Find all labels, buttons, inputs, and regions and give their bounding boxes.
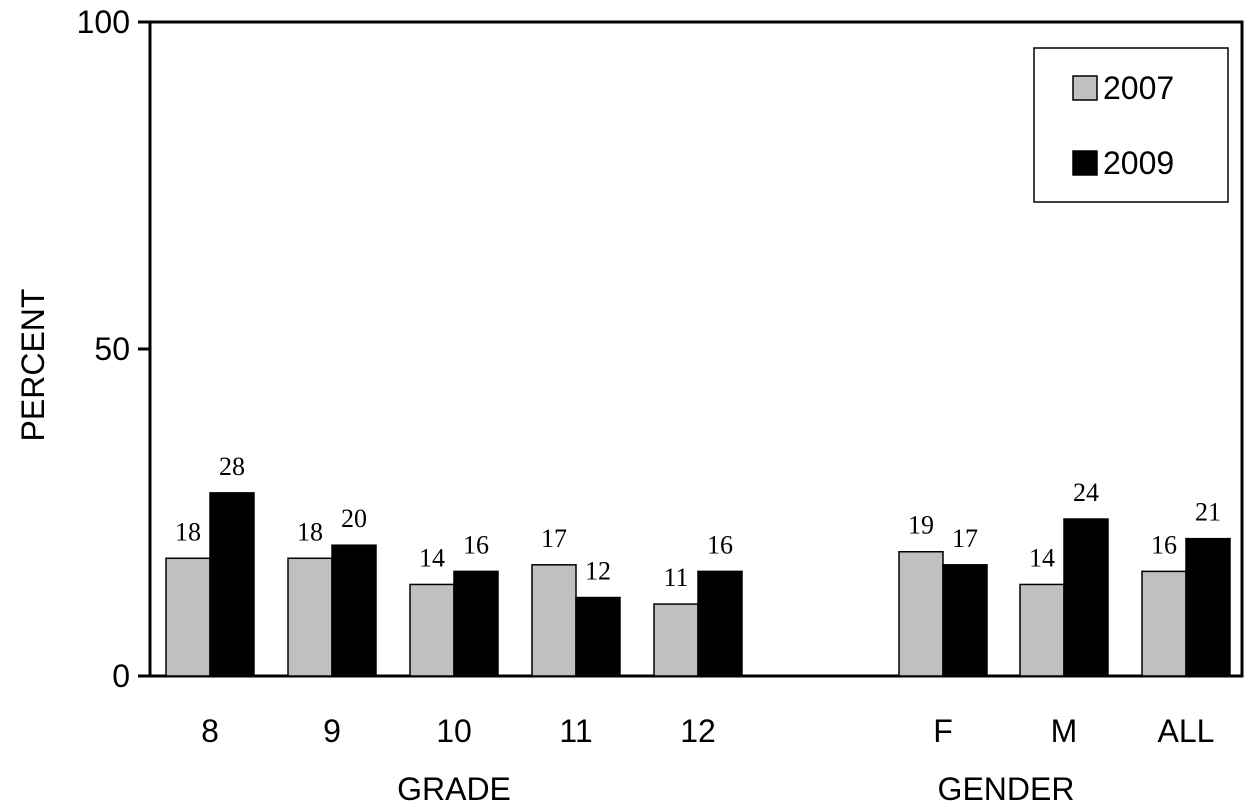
legend-label-2007: 2007 xyxy=(1103,70,1174,106)
bar-2007-10 xyxy=(409,583,455,677)
data-label-2007-M: 14 xyxy=(1029,543,1055,572)
bar-2009-ALL xyxy=(1185,537,1231,677)
bar-2007-12 xyxy=(653,603,699,677)
bars xyxy=(165,492,1231,677)
y-axis: 0 50 100 xyxy=(77,4,150,694)
legend-swatch-2009 xyxy=(1072,150,1098,176)
bar-2007-ALL xyxy=(1141,570,1187,677)
x-tick-label: 10 xyxy=(436,713,472,749)
group-label-gender: GENDER xyxy=(938,771,1075,807)
legend-label-2009: 2009 xyxy=(1103,145,1174,181)
bar-2009-10 xyxy=(453,570,499,677)
data-label-2007-8: 18 xyxy=(175,517,201,546)
bar-2007-11 xyxy=(531,564,577,677)
x-tick-label: ALL xyxy=(1158,713,1215,749)
bar-2009-11 xyxy=(575,596,621,677)
data-label-2007-ALL: 16 xyxy=(1151,530,1177,559)
data-label-2007-F: 19 xyxy=(908,511,934,540)
legend: 2007 2009 xyxy=(1033,47,1229,203)
data-label-2009-9: 20 xyxy=(341,504,367,533)
y-tick-label: 0 xyxy=(112,658,130,694)
y-tick-label: 100 xyxy=(77,4,130,40)
x-axis: 8 9 10 11 12 F M ALL GRADE GENDER xyxy=(201,713,1214,807)
x-tick-label: F xyxy=(933,713,953,749)
bar-2009-9 xyxy=(331,544,377,677)
x-tick-label: 12 xyxy=(680,713,716,749)
bar-2009-F xyxy=(942,564,988,677)
y-tick-label: 50 xyxy=(94,331,130,367)
data-label-2009-10: 16 xyxy=(463,530,489,559)
bar-2007-F xyxy=(898,550,944,677)
data-label-2009-8: 28 xyxy=(219,452,245,481)
legend-swatch-2007 xyxy=(1072,75,1098,101)
data-label-2007-9: 18 xyxy=(297,517,323,546)
bar-2007-9 xyxy=(287,557,333,677)
data-label-2007-12: 11 xyxy=(663,563,688,592)
x-tick-label: 11 xyxy=(559,713,592,749)
legend-box xyxy=(1033,47,1229,203)
x-tick-label: M xyxy=(1051,713,1078,749)
data-label-2009-ALL: 21 xyxy=(1195,498,1221,527)
data-label-2009-F: 17 xyxy=(952,524,978,553)
x-tick-label: 9 xyxy=(323,713,341,749)
bar-2007-M xyxy=(1019,583,1065,677)
group-label-grade: GRADE xyxy=(397,771,511,807)
data-label-2009-12: 16 xyxy=(707,530,733,559)
data-label-2007-11: 17 xyxy=(541,524,567,553)
bar-2009-12 xyxy=(697,570,743,677)
bar-2007-8 xyxy=(165,557,211,677)
bar-2009-8 xyxy=(209,492,255,677)
y-axis-label: PERCENT xyxy=(15,289,51,442)
data-label-2009-M: 24 xyxy=(1073,478,1099,507)
bar-2009-M xyxy=(1063,518,1109,677)
data-labels: 18 28 18 20 14 16 17 12 11 16 19 17 14 24 16 21 xyxy=(175,452,1221,592)
x-tick-label: 8 xyxy=(201,713,219,749)
data-label-2009-11: 12 xyxy=(585,557,611,586)
data-label-2007-10: 14 xyxy=(419,543,445,572)
